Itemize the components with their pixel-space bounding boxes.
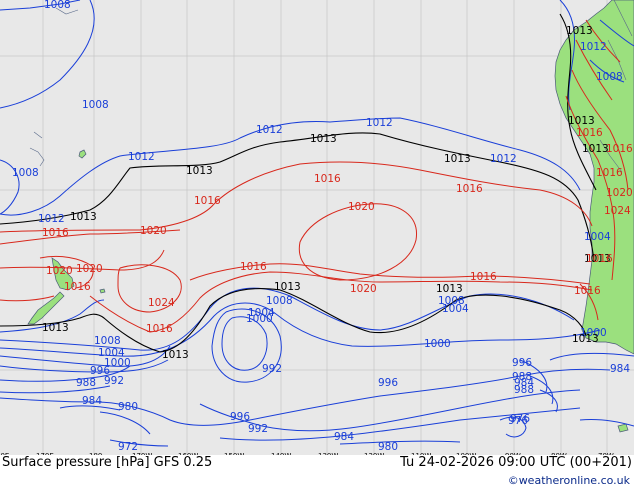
isobar-label: 1016 <box>240 261 267 273</box>
isobar-label: 1016 <box>606 143 633 155</box>
isobar-label: 992 <box>262 363 282 375</box>
isobar-label: 1024 <box>148 297 175 309</box>
labels-standard: 1013 1013 1013 1013 1013 1013 1013 1013 … <box>42 25 611 361</box>
isobar-label: 1013 <box>444 153 471 165</box>
isobar-label: 1013 <box>42 322 69 334</box>
site-credit-link[interactable]: ©weatheronline.co.uk <box>507 474 630 487</box>
isobar-label: 984 <box>610 363 630 375</box>
isobar-label: 1024 <box>604 205 631 217</box>
isobar-label: 980 <box>378 441 398 453</box>
isobar-label: 1008 <box>438 295 465 307</box>
isobar-label: 1020 <box>348 201 375 213</box>
isobar-label: 1012 <box>38 213 65 225</box>
isobar-label: 1016 <box>194 195 221 207</box>
isobar-label: 1016 <box>42 227 69 239</box>
isobar-label: 996 <box>90 365 110 377</box>
isobar-label: 1013 <box>436 283 463 295</box>
isobar-label: 1000 <box>104 357 131 369</box>
isobar-label: 1013 <box>582 143 609 155</box>
isobar-label: 984 <box>82 395 102 407</box>
isobar-label: 1008 <box>596 71 623 83</box>
isobar-label: 980 <box>118 401 138 413</box>
isobar-label: 1016 <box>586 253 613 265</box>
isobar-label: 1012 <box>128 151 155 163</box>
isobar-label: 1012 <box>580 41 607 53</box>
new-zealand-south <box>27 291 65 325</box>
isobar-label: 1000 <box>580 327 607 339</box>
isobar-label: 1016 <box>64 281 91 293</box>
labels-high: 1016 1016 1016 1016 1020 1020 1016 1016 … <box>42 127 633 335</box>
isobar-label: 988 <box>76 377 96 389</box>
ocean-background <box>0 0 634 455</box>
isobar-label: 1013 <box>70 211 97 223</box>
isobar-label: 1008 <box>82 99 109 111</box>
isobar-label: 1016 <box>574 285 601 297</box>
isobar-label: 1020 <box>140 225 167 237</box>
isobar-label: 984 <box>514 377 534 389</box>
falkland-island <box>617 423 629 433</box>
isobar-label: 1020 <box>606 187 633 199</box>
isobar-label: 972 <box>118 441 138 453</box>
isobar-label: 976 <box>508 415 528 427</box>
isobar-label: 984 <box>334 431 354 443</box>
isobar-label: 988 <box>514 384 534 396</box>
isobar-label: 1020 <box>76 263 103 275</box>
isobar-label: 1008 <box>266 295 293 307</box>
isobar-label: 976 <box>510 413 530 425</box>
isobar-label: 1012 <box>366 117 393 129</box>
isobars-high <box>0 19 629 333</box>
isobar-label: 1020 <box>350 283 377 295</box>
isobar-label: 1016 <box>456 183 483 195</box>
isobars-low <box>0 0 634 447</box>
isobar-label: 1013 <box>274 281 301 293</box>
isobar-label: 996 <box>378 377 398 389</box>
graticule <box>0 0 634 455</box>
isobar-label: 988 <box>512 371 532 383</box>
isobar-label: 992 <box>104 375 124 387</box>
isobar-label: 992 <box>248 423 268 435</box>
land <box>27 0 634 433</box>
fiji-island <box>78 149 87 159</box>
isobar-label: 1008 <box>44 0 71 11</box>
isobar-label: 1008 <box>12 167 39 179</box>
isobar-label: 1016 <box>146 323 173 335</box>
isobar-label: 1013 <box>162 349 189 361</box>
labels-low: 1008 1008 1012 1012 1008 1012 1012 1012 … <box>12 0 630 453</box>
isobar-label: 1013 <box>566 25 593 37</box>
isobar-label: 1004 <box>98 347 125 359</box>
isobar-label: 1012 <box>256 124 283 136</box>
isobar-label: 1013 <box>310 133 337 145</box>
isobar-label: 1013 <box>186 165 213 177</box>
isobars-standard <box>0 13 597 353</box>
isobar-label: 996 <box>512 357 532 369</box>
isobar-label: 1016 <box>470 271 497 283</box>
isobar-label: 1004 <box>248 307 275 319</box>
map-title: Surface pressure [hPa] GFS 0.25 <box>2 455 213 470</box>
isobar-label: 1016 <box>576 127 603 139</box>
chatham-island <box>99 288 106 294</box>
isobar-label: 1008 <box>94 335 121 347</box>
isobar-label: 1016 <box>314 173 341 185</box>
isobar-label: 1004 <box>584 231 611 243</box>
isobar-label: 1004 <box>442 303 469 315</box>
isobar-label: 1012 <box>490 153 517 165</box>
valid-datetime: Tu 24-02-2026 09:00 UTC (00+201) <box>400 455 632 470</box>
isobar-label: 1013 <box>568 115 595 127</box>
isobar-label: 1013 <box>572 333 599 345</box>
isobar-label: 1020 <box>46 265 73 277</box>
new-zealand-north <box>51 257 75 291</box>
isobar-label: 1013 <box>584 253 611 265</box>
isobar-label: 996 <box>230 411 250 423</box>
isobar-label: 1000 <box>246 313 273 325</box>
footer-bar: Surface pressure [hPa] GFS 0.25 Tu 24-02… <box>0 455 634 490</box>
isobar-label: 1016 <box>596 167 623 179</box>
isobar-label: 1000 <box>424 338 451 350</box>
